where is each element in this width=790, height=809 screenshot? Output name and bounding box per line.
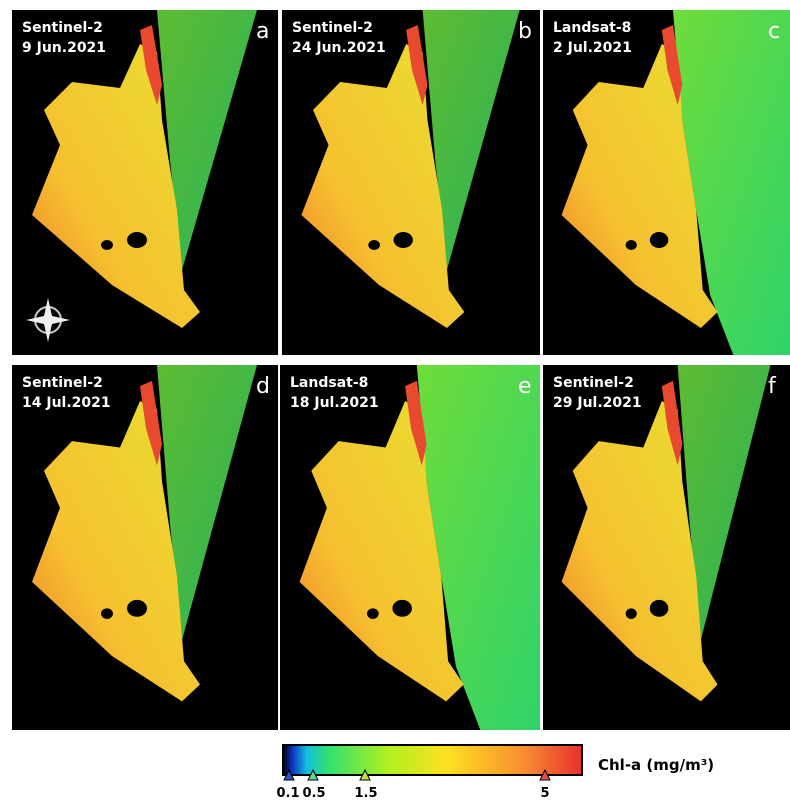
map-panel: Sentinel-2 29 Jul.2021 f: [543, 365, 790, 730]
date-label: 29 Jul.2021: [553, 395, 642, 411]
sensor-label: Landsat-8: [290, 375, 368, 391]
sensor-label: Sentinel-2: [22, 375, 103, 391]
island: [626, 608, 637, 619]
colorbar-label: Chl-a (mg/m³): [598, 756, 714, 774]
island: [626, 240, 637, 250]
panel-letter: e: [518, 374, 532, 399]
tick-label: 0.5: [302, 786, 325, 801]
panel-letter: c: [768, 19, 780, 44]
island: [367, 608, 379, 619]
island: [394, 232, 413, 248]
island: [392, 600, 412, 617]
sensor-label: Landsat-8: [553, 20, 631, 36]
tick-label: 5: [540, 786, 549, 801]
sensor-label: Sentinel-2: [292, 20, 373, 36]
island: [368, 240, 380, 250]
panels: Sentinel-2 9 Jun.2021 a Sentinel-2 24 Jun.20…: [12, 10, 790, 730]
island: [127, 600, 147, 617]
panel-letter: b: [518, 19, 532, 44]
colorbar: [283, 745, 582, 775]
island: [650, 600, 669, 617]
figure: Sentinel-2 9 Jun.2021 a Sentinel-2 24 Jun.20…: [0, 0, 790, 805]
date-label: 9 Jun.2021: [22, 40, 106, 56]
panel-letter: d: [256, 374, 270, 399]
island: [101, 608, 113, 619]
map-panel: Sentinel-2 14 Jul.2021 d: [12, 365, 278, 730]
sensor-label: Sentinel-2: [22, 20, 103, 36]
date-label: 2 Jul.2021: [553, 40, 632, 56]
tick-label: 1.5: [354, 786, 377, 801]
island: [650, 232, 669, 248]
map-panel: Sentinel-2 24 Jun.2021 b: [282, 10, 540, 355]
date-label: 24 Jun.2021: [292, 40, 386, 56]
date-label: 18 Jul.2021: [290, 395, 379, 411]
panel-letter: f: [768, 374, 777, 399]
island: [101, 240, 113, 250]
map-panel: Landsat-8 2 Jul.2021 c: [543, 10, 790, 355]
date-label: 14 Jul.2021: [22, 395, 111, 411]
tick-label: 0.1: [276, 786, 299, 801]
map-panel: Landsat-8 18 Jul.2021 e: [280, 365, 540, 730]
island: [127, 232, 147, 248]
sensor-label: Sentinel-2: [553, 375, 634, 391]
panel-letter: a: [256, 19, 269, 44]
map-panel: Sentinel-2 9 Jun.2021 a: [12, 10, 278, 355]
